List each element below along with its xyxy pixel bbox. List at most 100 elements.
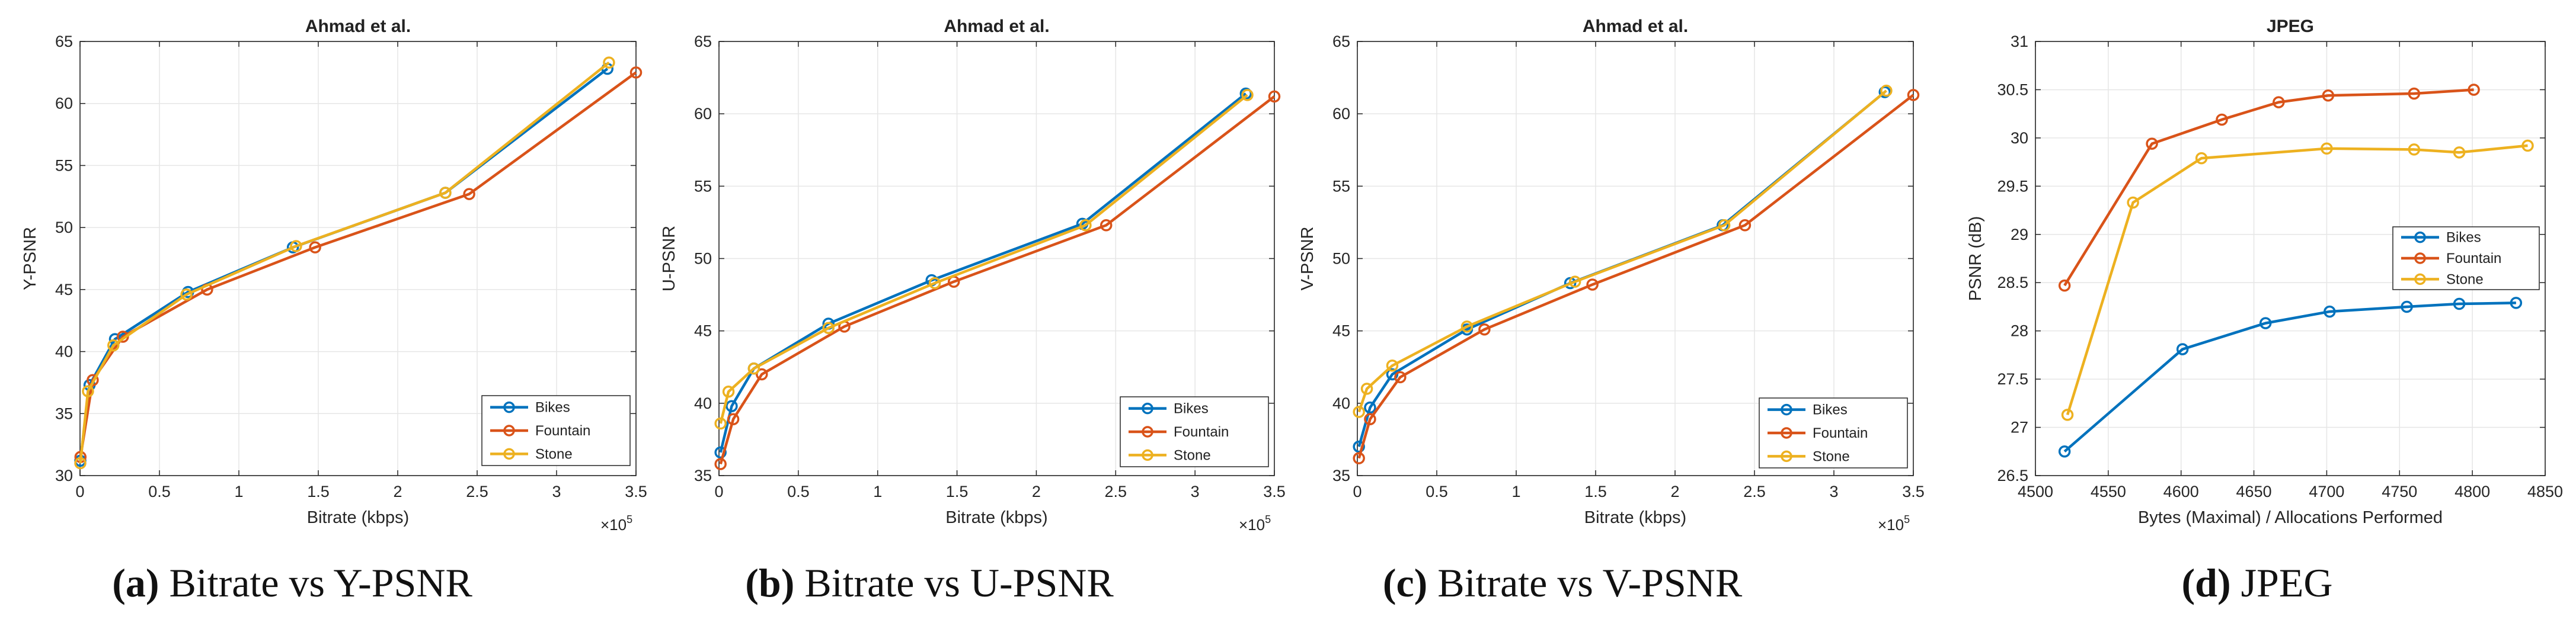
data-point-stone <box>74 457 87 470</box>
x-tick-label: 0.5 <box>1426 483 1448 500</box>
data-point-bikes <box>2058 445 2071 458</box>
x-tick-label: 4750 <box>2382 483 2417 500</box>
x-tick-label: 2.5 <box>1105 483 1127 500</box>
data-point-stone <box>2061 409 2074 421</box>
data-point-stone <box>822 322 835 335</box>
legend: Bikes Fountain Stone <box>481 395 631 466</box>
data-point-bikes <box>2453 297 2466 310</box>
data-point-stone <box>82 385 94 397</box>
y-tick-label: 30 <box>2011 129 2028 147</box>
x-tick-label: 3 <box>1191 483 1200 500</box>
data-point-stone <box>928 277 941 290</box>
data-point-stone <box>1353 406 1365 418</box>
data-point-fountain <box>2322 89 2335 102</box>
data-point-stone <box>722 386 735 398</box>
series-stone <box>1353 84 1893 418</box>
y-tick-label: 55 <box>55 156 73 174</box>
y-axis-label: V-PSNR <box>1298 227 1317 291</box>
y-tick-label: 35 <box>55 405 73 422</box>
x-tick-label: 0 <box>714 483 723 500</box>
data-point-fountain <box>2146 137 2158 150</box>
data-point-stone <box>2321 142 2333 155</box>
x-tick-label: 4600 <box>2163 483 2199 500</box>
x-axis-exponent-base: ×10 <box>1239 516 1265 534</box>
data-point-stone <box>2195 152 2208 165</box>
x-tick-label: 3.5 <box>1902 483 1925 500</box>
series-bikes <box>2058 297 2523 458</box>
series-fountain <box>2058 84 2480 292</box>
legend-label-bikes: Bikes <box>2446 230 2481 246</box>
legend-label-bikes: Bikes <box>1174 401 1209 417</box>
y-tick-label: 45 <box>694 322 712 340</box>
data-point-stone <box>1241 89 1254 101</box>
data-point-fountain <box>1394 371 1407 384</box>
series-stone <box>2061 139 2534 421</box>
y-tick-label: 28 <box>2011 322 2028 340</box>
y-tick-label: 55 <box>694 177 712 195</box>
y-tick-label: 30.5 <box>1997 81 2028 98</box>
legend-marker-bikes <box>1781 403 1792 416</box>
y-tick-label: 29.5 <box>1997 177 2028 195</box>
data-point-stone <box>603 56 615 69</box>
chart-title: Ahmad et al. <box>1583 17 1688 36</box>
caption-d-text: JPEG <box>2230 560 2333 605</box>
x-axis-exponent-base: ×10 <box>600 516 627 534</box>
legend-marker-bikes <box>2414 231 2426 243</box>
legend-label-fountain: Fountain <box>1174 424 1229 440</box>
legend-label-bikes: Bikes <box>1813 402 1848 418</box>
chart-panel-1: 0 0.5 1 1.5 2 2.5 3 3.5 35 40 45 50 55 60 65 Ahmad et a… <box>660 17 1286 534</box>
y-tick-label: 60 <box>694 105 712 123</box>
x-tick-label: 4850 <box>2527 483 2563 500</box>
series-line-fountain <box>719 95 1276 465</box>
data-point-fountain <box>727 413 740 425</box>
y-tick-label: 40 <box>694 394 712 412</box>
chart-panel-3: 4500 4550 4600 4650 4700 4750 4800 4850 26.5 27 27… <box>1966 17 2563 527</box>
x-axis-label: Bitrate (kbps) <box>307 508 409 527</box>
x-axis-exponent-power: 5 <box>627 514 632 525</box>
caption-b-label: (b) <box>745 560 795 605</box>
legend-marker-fountain <box>1781 427 1792 439</box>
y-tick-label: 40 <box>1332 394 1350 412</box>
series-stone <box>74 56 615 470</box>
data-point-fountain <box>1353 452 1365 464</box>
legend-marker-fountain <box>503 425 515 437</box>
x-tick-label: 4650 <box>2236 483 2272 500</box>
series-line-bikes <box>2063 301 2516 453</box>
data-point-bikes <box>2323 305 2336 318</box>
series-line-stone <box>2066 144 2528 416</box>
x-tick-label: 4550 <box>2091 483 2126 500</box>
caption-c-text: Bitrate vs V-PSNR <box>1427 560 1743 605</box>
data-point-fountain <box>2273 96 2285 108</box>
caption-a-text: Bitrate vs Y-PSNR <box>159 560 472 605</box>
y-axis-label: Y-PSNR <box>21 227 40 290</box>
data-point-bikes <box>2401 300 2413 313</box>
legend-label-fountain: Fountain <box>1813 425 1868 441</box>
chart-title: Ahmad et al. <box>305 17 411 36</box>
data-point-stone <box>2127 196 2139 209</box>
data-point-stone <box>2453 146 2466 159</box>
x-tick-label: 2.5 <box>1743 483 1766 500</box>
chart-panel-0: 0 0.5 1 1.5 2 2.5 3 3.5 30 35 40 45 50 55 60 65 Ahmad et… <box>21 17 647 534</box>
data-point-fountain <box>2408 87 2421 100</box>
caption-b: (b) Bitrate vs U-PSNR <box>745 560 1113 606</box>
y-tick-label: 27.5 <box>1997 370 2028 388</box>
y-tick-label: 28.5 <box>1997 274 2028 291</box>
legend: Bikes Fountain Stone <box>2392 226 2540 290</box>
legend-marker-stone <box>503 448 515 460</box>
data-point-bikes <box>2176 343 2189 355</box>
axes-box <box>2035 41 2546 476</box>
y-tick-label: 27 <box>2011 419 2028 437</box>
x-axis-exponent: ×105 <box>1239 514 1271 534</box>
data-point-stone <box>439 187 452 199</box>
chart-title: JPEG <box>2267 17 2314 36</box>
y-tick-label: 30 <box>55 467 73 484</box>
data-point-bikes <box>2259 317 2272 329</box>
y-tick-label: 55 <box>1332 177 1350 195</box>
x-tick-label: 2 <box>1670 483 1679 500</box>
data-point-stone <box>107 339 120 352</box>
x-tick-label: 3 <box>552 483 561 500</box>
x-axis-label: Bytes (Maximal) / Allocations Performed <box>2138 508 2443 527</box>
x-tick-label: 2 <box>1032 483 1041 500</box>
y-tick-label: 60 <box>1332 105 1350 123</box>
x-tick-label: 1 <box>873 483 882 500</box>
